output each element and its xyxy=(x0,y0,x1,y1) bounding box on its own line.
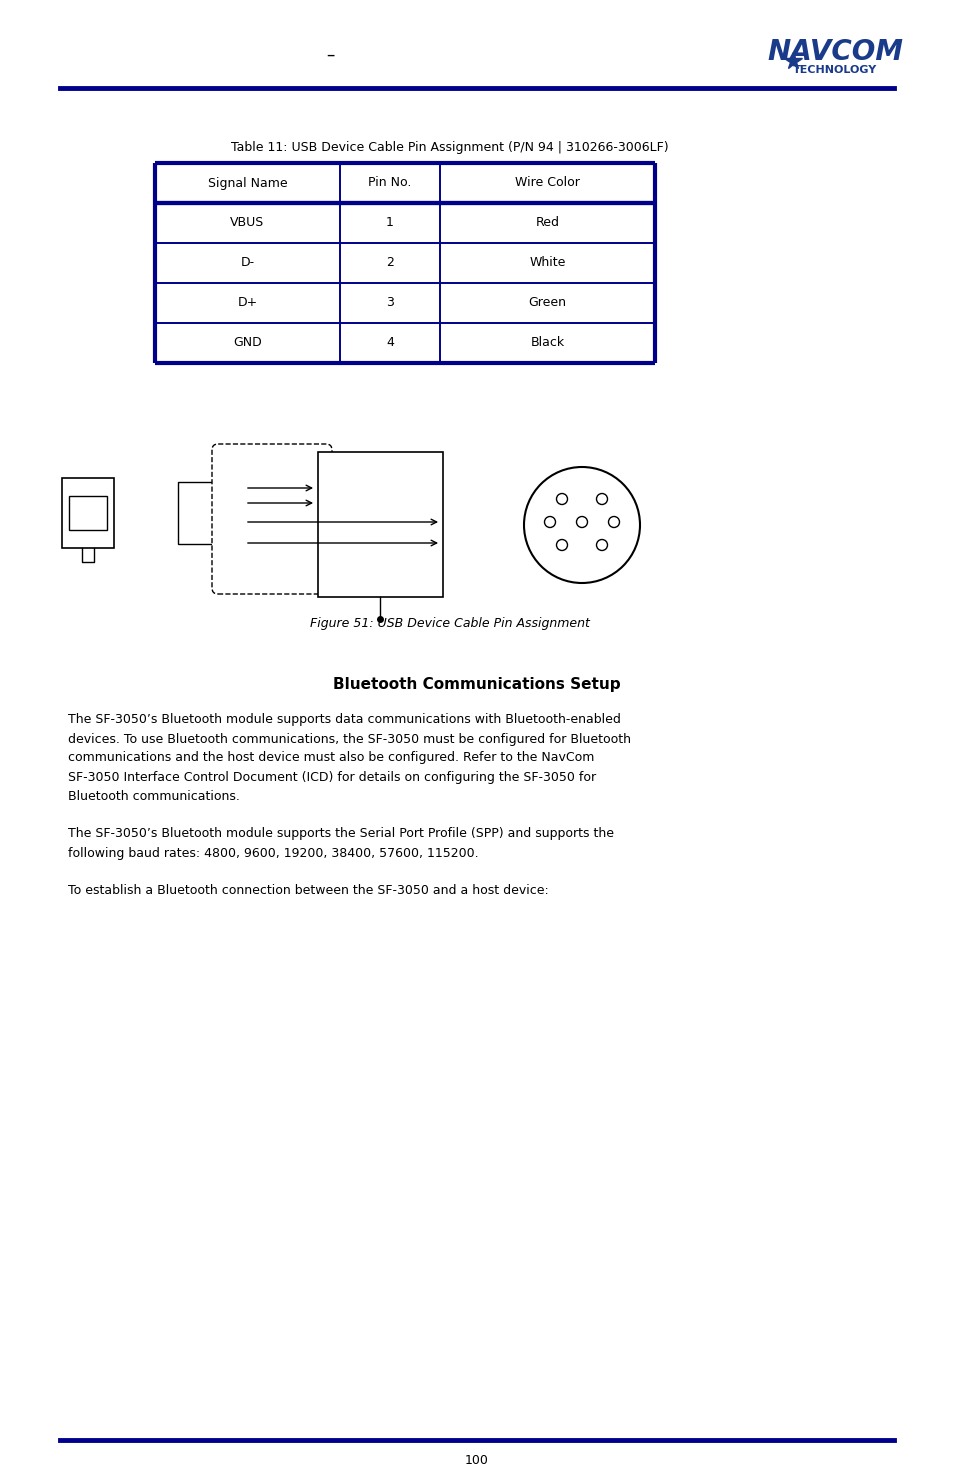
Bar xyxy=(317,451,442,597)
Circle shape xyxy=(596,494,607,504)
Text: NAVCOM: NAVCOM xyxy=(766,38,902,66)
Text: following baud rates: 4800, 9600, 19200, 38400, 57600, 115200.: following baud rates: 4800, 9600, 19200,… xyxy=(68,847,478,860)
Circle shape xyxy=(556,494,567,504)
Text: Wire Color: Wire Color xyxy=(515,177,579,189)
Text: 4: 4 xyxy=(386,336,394,350)
Text: Figure 51: USB Device Cable Pin Assignment: Figure 51: USB Device Cable Pin Assignme… xyxy=(310,617,589,630)
Circle shape xyxy=(596,540,607,550)
Text: Table 11: USB Device Cable Pin Assignment (P/N 94 | 310266-3006LF): Table 11: USB Device Cable Pin Assignmen… xyxy=(231,142,668,155)
Text: The SF-3050’s Bluetooth module supports data communications with Bluetooth-enabl: The SF-3050’s Bluetooth module supports … xyxy=(68,714,620,727)
Circle shape xyxy=(556,540,567,550)
Circle shape xyxy=(523,468,639,583)
Text: GND: GND xyxy=(233,336,262,350)
Text: 100: 100 xyxy=(464,1453,489,1466)
Text: SF-3050 Interface Control Document (ICD) for details on configuring the SF-3050 : SF-3050 Interface Control Document (ICD)… xyxy=(68,770,596,783)
Text: communications and the host device must also be configured. Refer to the NavCom: communications and the host device must … xyxy=(68,751,594,764)
Text: D-: D- xyxy=(240,257,254,270)
Text: Green: Green xyxy=(528,296,566,310)
Text: The SF-3050’s Bluetooth module supports the Serial Port Profile (SPP) and suppor: The SF-3050’s Bluetooth module supports … xyxy=(68,827,614,841)
Bar xyxy=(62,478,113,549)
Text: TECHNOLOGY: TECHNOLOGY xyxy=(792,65,876,75)
Bar xyxy=(69,496,107,530)
Circle shape xyxy=(608,516,618,528)
Text: Signal Name: Signal Name xyxy=(208,177,287,189)
Text: White: White xyxy=(529,257,565,270)
Circle shape xyxy=(576,516,587,528)
Text: Pin No.: Pin No. xyxy=(368,177,412,189)
Text: To establish a Bluetooth connection between the SF-3050 and a host device:: To establish a Bluetooth connection betw… xyxy=(68,885,548,897)
Text: Bluetooth communications.: Bluetooth communications. xyxy=(68,789,239,802)
Text: devices. To use Bluetooth communications, the SF-3050 must be configured for Blu: devices. To use Bluetooth communications… xyxy=(68,733,630,745)
Text: Bluetooth Communications Setup: Bluetooth Communications Setup xyxy=(333,677,620,692)
Bar xyxy=(178,482,243,544)
Text: Red: Red xyxy=(535,217,558,230)
FancyBboxPatch shape xyxy=(212,444,332,594)
Text: 3: 3 xyxy=(386,296,394,310)
Text: Black: Black xyxy=(530,336,564,350)
Text: D+: D+ xyxy=(237,296,257,310)
Text: 2: 2 xyxy=(386,257,394,270)
Circle shape xyxy=(544,516,555,528)
Text: 1: 1 xyxy=(386,217,394,230)
Text: VBUS: VBUS xyxy=(230,217,264,230)
Text: –: – xyxy=(326,46,334,63)
